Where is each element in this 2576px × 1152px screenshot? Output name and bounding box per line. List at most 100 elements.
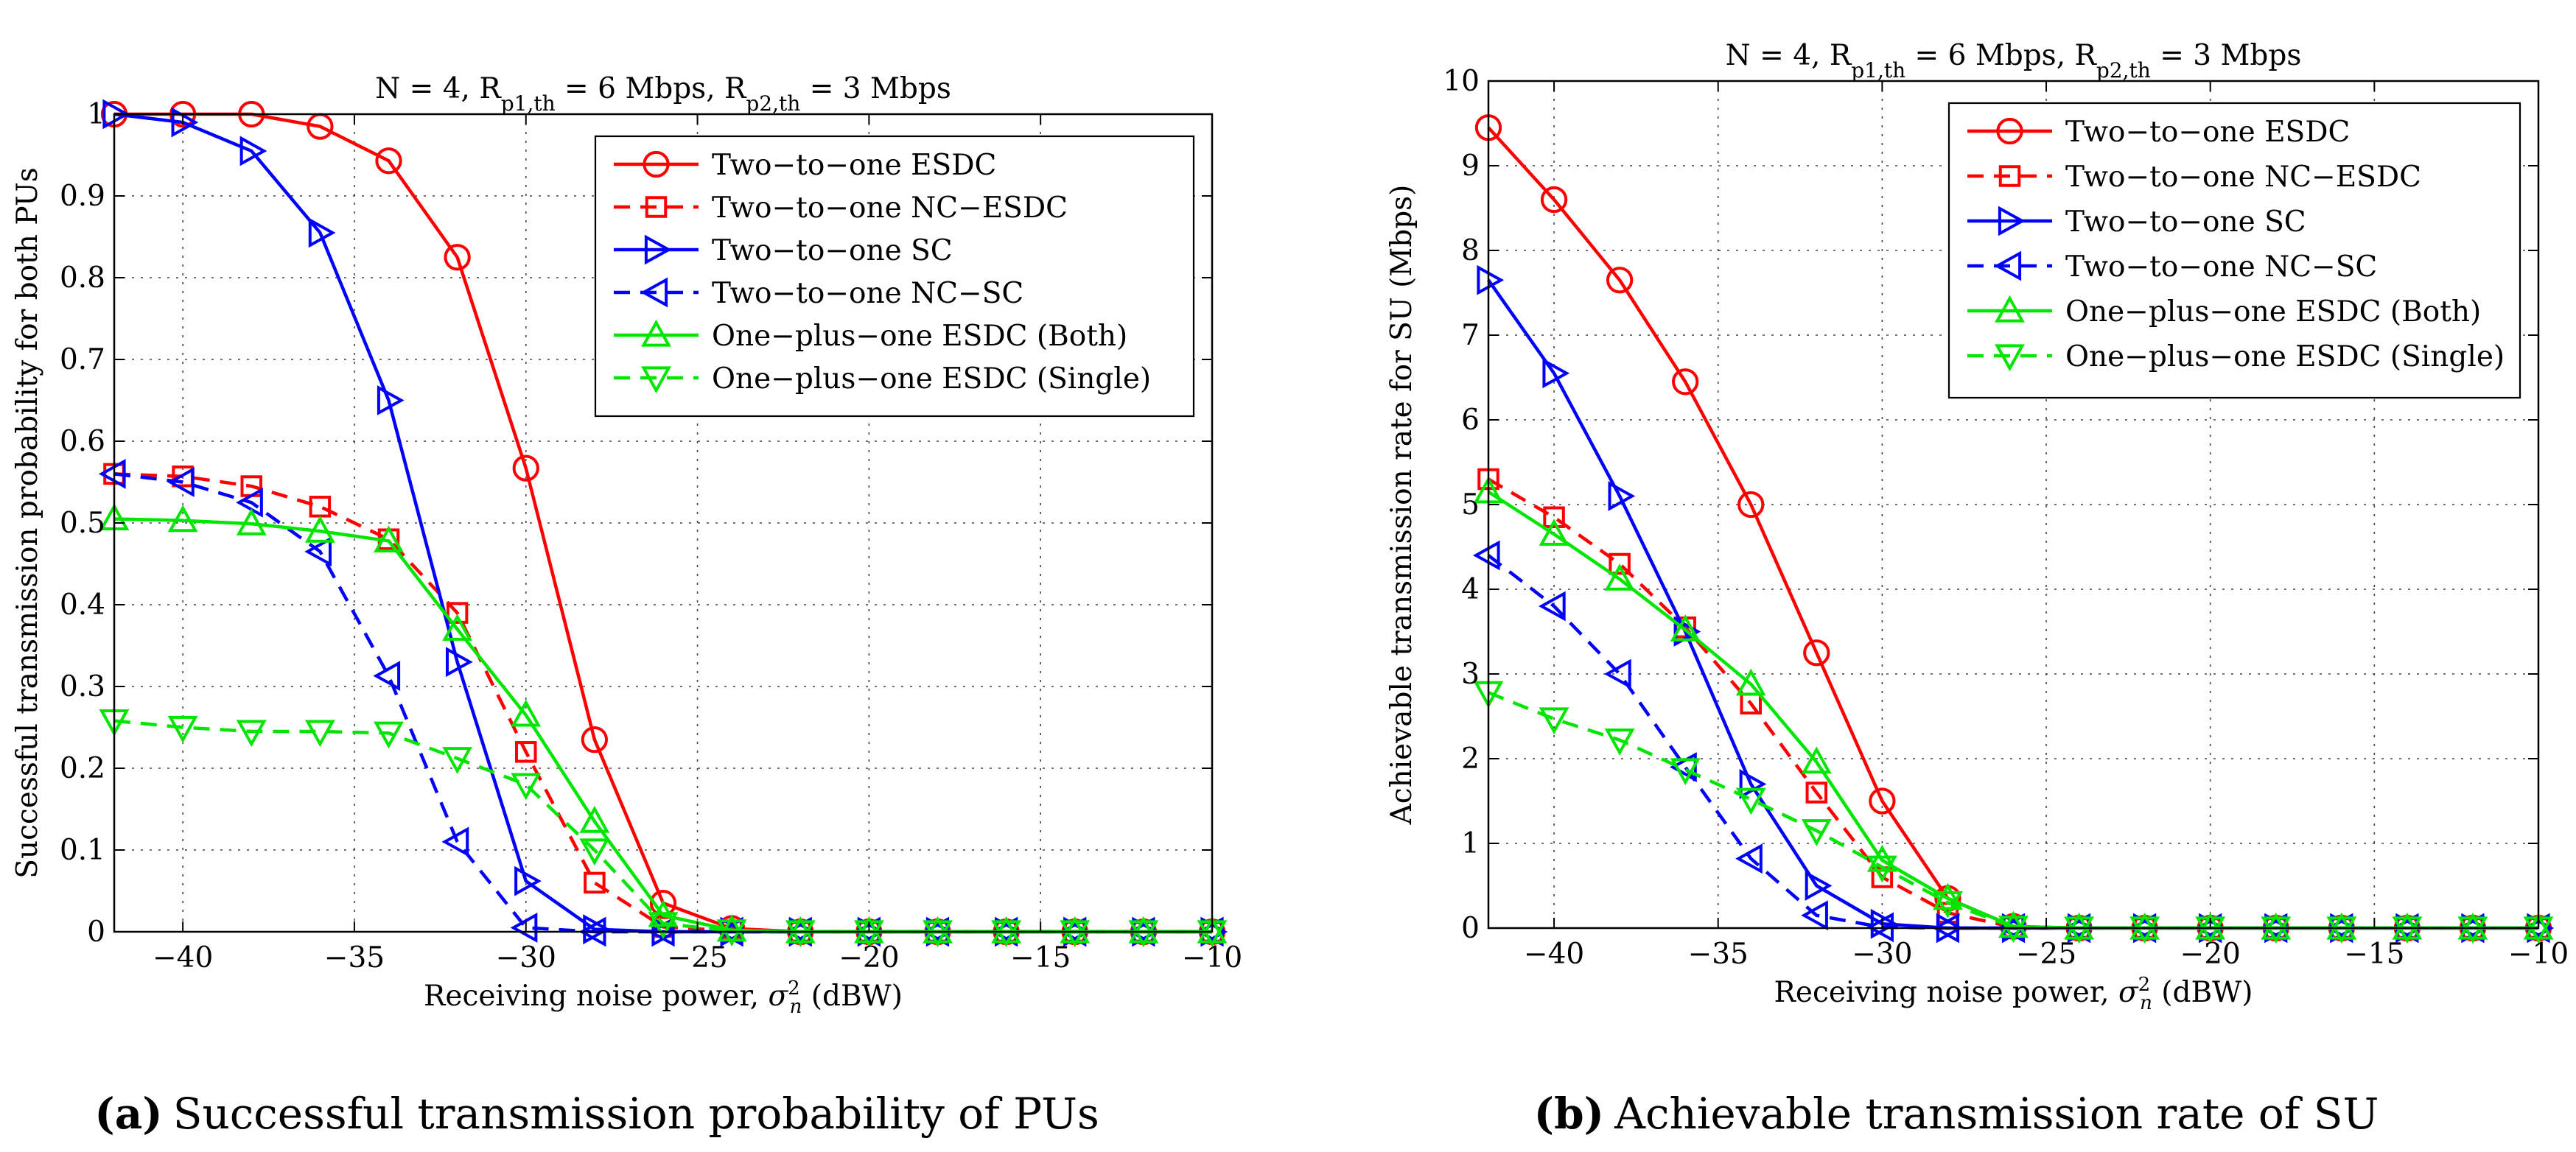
data-point xyxy=(1801,746,1832,774)
x-tick-label: −30 xyxy=(1852,938,1912,971)
data-point xyxy=(1539,707,1569,735)
x-tick-label: −20 xyxy=(839,941,899,974)
legend-marker xyxy=(641,319,671,347)
data-point xyxy=(1803,639,1830,667)
title-sub1: p1,th xyxy=(1851,58,1905,82)
ticks-a: −40 −35 −30 −25 −20 −15 −10 0 0.1 0.2 0.3 0.4 0.5 0.6… xyxy=(60,98,1242,974)
xlabel-pre: Receiving noise power, xyxy=(424,980,768,1013)
data-point xyxy=(1801,819,1832,846)
data-point xyxy=(441,826,469,857)
data-point xyxy=(1604,728,1635,756)
legend-label: One−plus−one ESDC (Both) xyxy=(2065,295,2481,329)
data-point xyxy=(377,385,405,415)
data-point xyxy=(1866,844,1897,872)
data-point xyxy=(1869,787,1896,815)
legend-marker xyxy=(1995,295,2025,323)
title-text-mid: = 6 Mbps, R xyxy=(1905,39,2097,72)
legend-label: Two−to−one NC−ESDC xyxy=(2065,161,2421,194)
xlabel-sigma: σ xyxy=(2118,976,2139,1009)
x-axis-label-b: Receiving noise power, σ2 n (dBW) xyxy=(1774,974,2253,1014)
caption-a-text: Successful transmission probability of P… xyxy=(173,1089,1099,1139)
data-point xyxy=(1472,540,1500,571)
data-point xyxy=(374,721,404,749)
data-point xyxy=(1606,267,1634,294)
legend-label: Two−to−one ESDC xyxy=(2065,116,2350,149)
legend-box xyxy=(594,135,1195,418)
data-point xyxy=(581,726,609,754)
y-tick-label: 8 xyxy=(1461,234,1480,267)
xlabel-pre: Receiving noise power, xyxy=(1774,976,2118,1009)
data-point xyxy=(1870,908,1898,939)
xlabel-sigma: σ xyxy=(768,980,788,1013)
series-line xyxy=(113,472,1212,934)
data-point xyxy=(1805,782,1828,804)
data-point xyxy=(236,720,267,748)
data-point xyxy=(446,647,473,678)
data-point xyxy=(514,865,542,896)
title-text-n: N = 4, R xyxy=(1726,39,1852,72)
chart-title-b: N = 4, Rp1,th = 6 Mbps, Rp2,th = 3 Mbps xyxy=(1726,39,2302,82)
data-point xyxy=(2064,916,2094,944)
y-tick-label: 0.3 xyxy=(60,670,105,703)
xlabel-post: (dBW) xyxy=(2152,976,2253,1009)
data-point xyxy=(1670,758,1701,786)
data-point xyxy=(1672,368,1699,396)
y-tick-label: 0.1 xyxy=(60,834,105,867)
data-point xyxy=(515,741,537,763)
data-point xyxy=(1735,787,1766,815)
y-tick-label: 3 xyxy=(1461,658,1480,691)
y-axis-label-b: Achievable transmission rate for SU (Mbp… xyxy=(1385,185,1418,826)
data-point xyxy=(444,244,471,271)
data-point xyxy=(1735,668,1766,696)
data-point xyxy=(1609,552,1631,575)
data-point xyxy=(648,912,679,940)
title-text-mid: = 6 Mbps, R xyxy=(556,72,747,105)
caption-a: (a) Successful transmission probability o… xyxy=(94,1089,1099,1139)
y-axis-label-a: Successful transmission probability for … xyxy=(11,167,44,879)
legend-a: Two−to−one ESDC Two−to−one NC−ESDC Two−to−… xyxy=(594,135,1195,418)
data-point xyxy=(1735,843,1763,874)
chart-title-a: N = 4, Rp1,th = 6 Mbps, Rp2,th = 3 Mbps xyxy=(375,72,951,116)
y-tick-label: 0.5 xyxy=(60,507,105,540)
x-tick-label: −25 xyxy=(667,941,727,974)
caption-b: (b) Achievable transmission rate of SU xyxy=(1534,1089,2379,1139)
x-tick-label: −20 xyxy=(2180,938,2241,971)
y-tick-label: 1 xyxy=(87,98,105,131)
data-point xyxy=(1196,916,1224,947)
x-tick-label: −30 xyxy=(496,941,556,974)
y-tick-label: 9 xyxy=(1461,150,1480,183)
y-tick-label: 0.9 xyxy=(60,180,105,213)
data-point xyxy=(1543,506,1565,528)
legend-marker xyxy=(1996,117,2023,145)
data-point xyxy=(102,99,130,130)
data-point xyxy=(512,454,539,482)
data-point xyxy=(579,838,610,866)
data-point xyxy=(171,107,199,138)
title-text-n: N = 4, R xyxy=(375,72,502,105)
x-tick-label: −40 xyxy=(153,941,213,974)
y-tick-label: 5 xyxy=(1461,488,1480,521)
x-tick-label: −10 xyxy=(1182,941,1242,974)
legend-marker xyxy=(644,234,672,265)
series-5 xyxy=(1473,681,2554,944)
y-tick-label: 0.6 xyxy=(60,425,105,458)
data-point xyxy=(167,467,195,497)
legend-marker xyxy=(640,277,668,308)
xlabel-sup: 2 xyxy=(788,977,800,1000)
y-tick-label: 0.7 xyxy=(60,343,105,376)
data-point xyxy=(923,920,953,948)
data-point xyxy=(510,913,538,943)
data-point xyxy=(1608,481,1636,511)
data-point xyxy=(442,614,473,641)
legend-label: Two−to−one SC xyxy=(712,234,953,267)
legend-label: Two−to−one ESDC xyxy=(712,149,996,182)
xlabel-sup: 2 xyxy=(2138,974,2151,996)
y-tick-label: 1 xyxy=(1461,827,1480,860)
caption-b-text: Achievable transmission rate of SU xyxy=(1614,1089,2379,1139)
y-tick-label: 0 xyxy=(1461,912,1480,945)
x-tick-label: −10 xyxy=(2508,938,2569,971)
data-point xyxy=(2326,916,2357,944)
legend-label: One−plus−one ESDC (Both) xyxy=(712,320,1127,353)
data-point xyxy=(1805,871,1833,901)
legend-marker xyxy=(1998,165,2021,187)
